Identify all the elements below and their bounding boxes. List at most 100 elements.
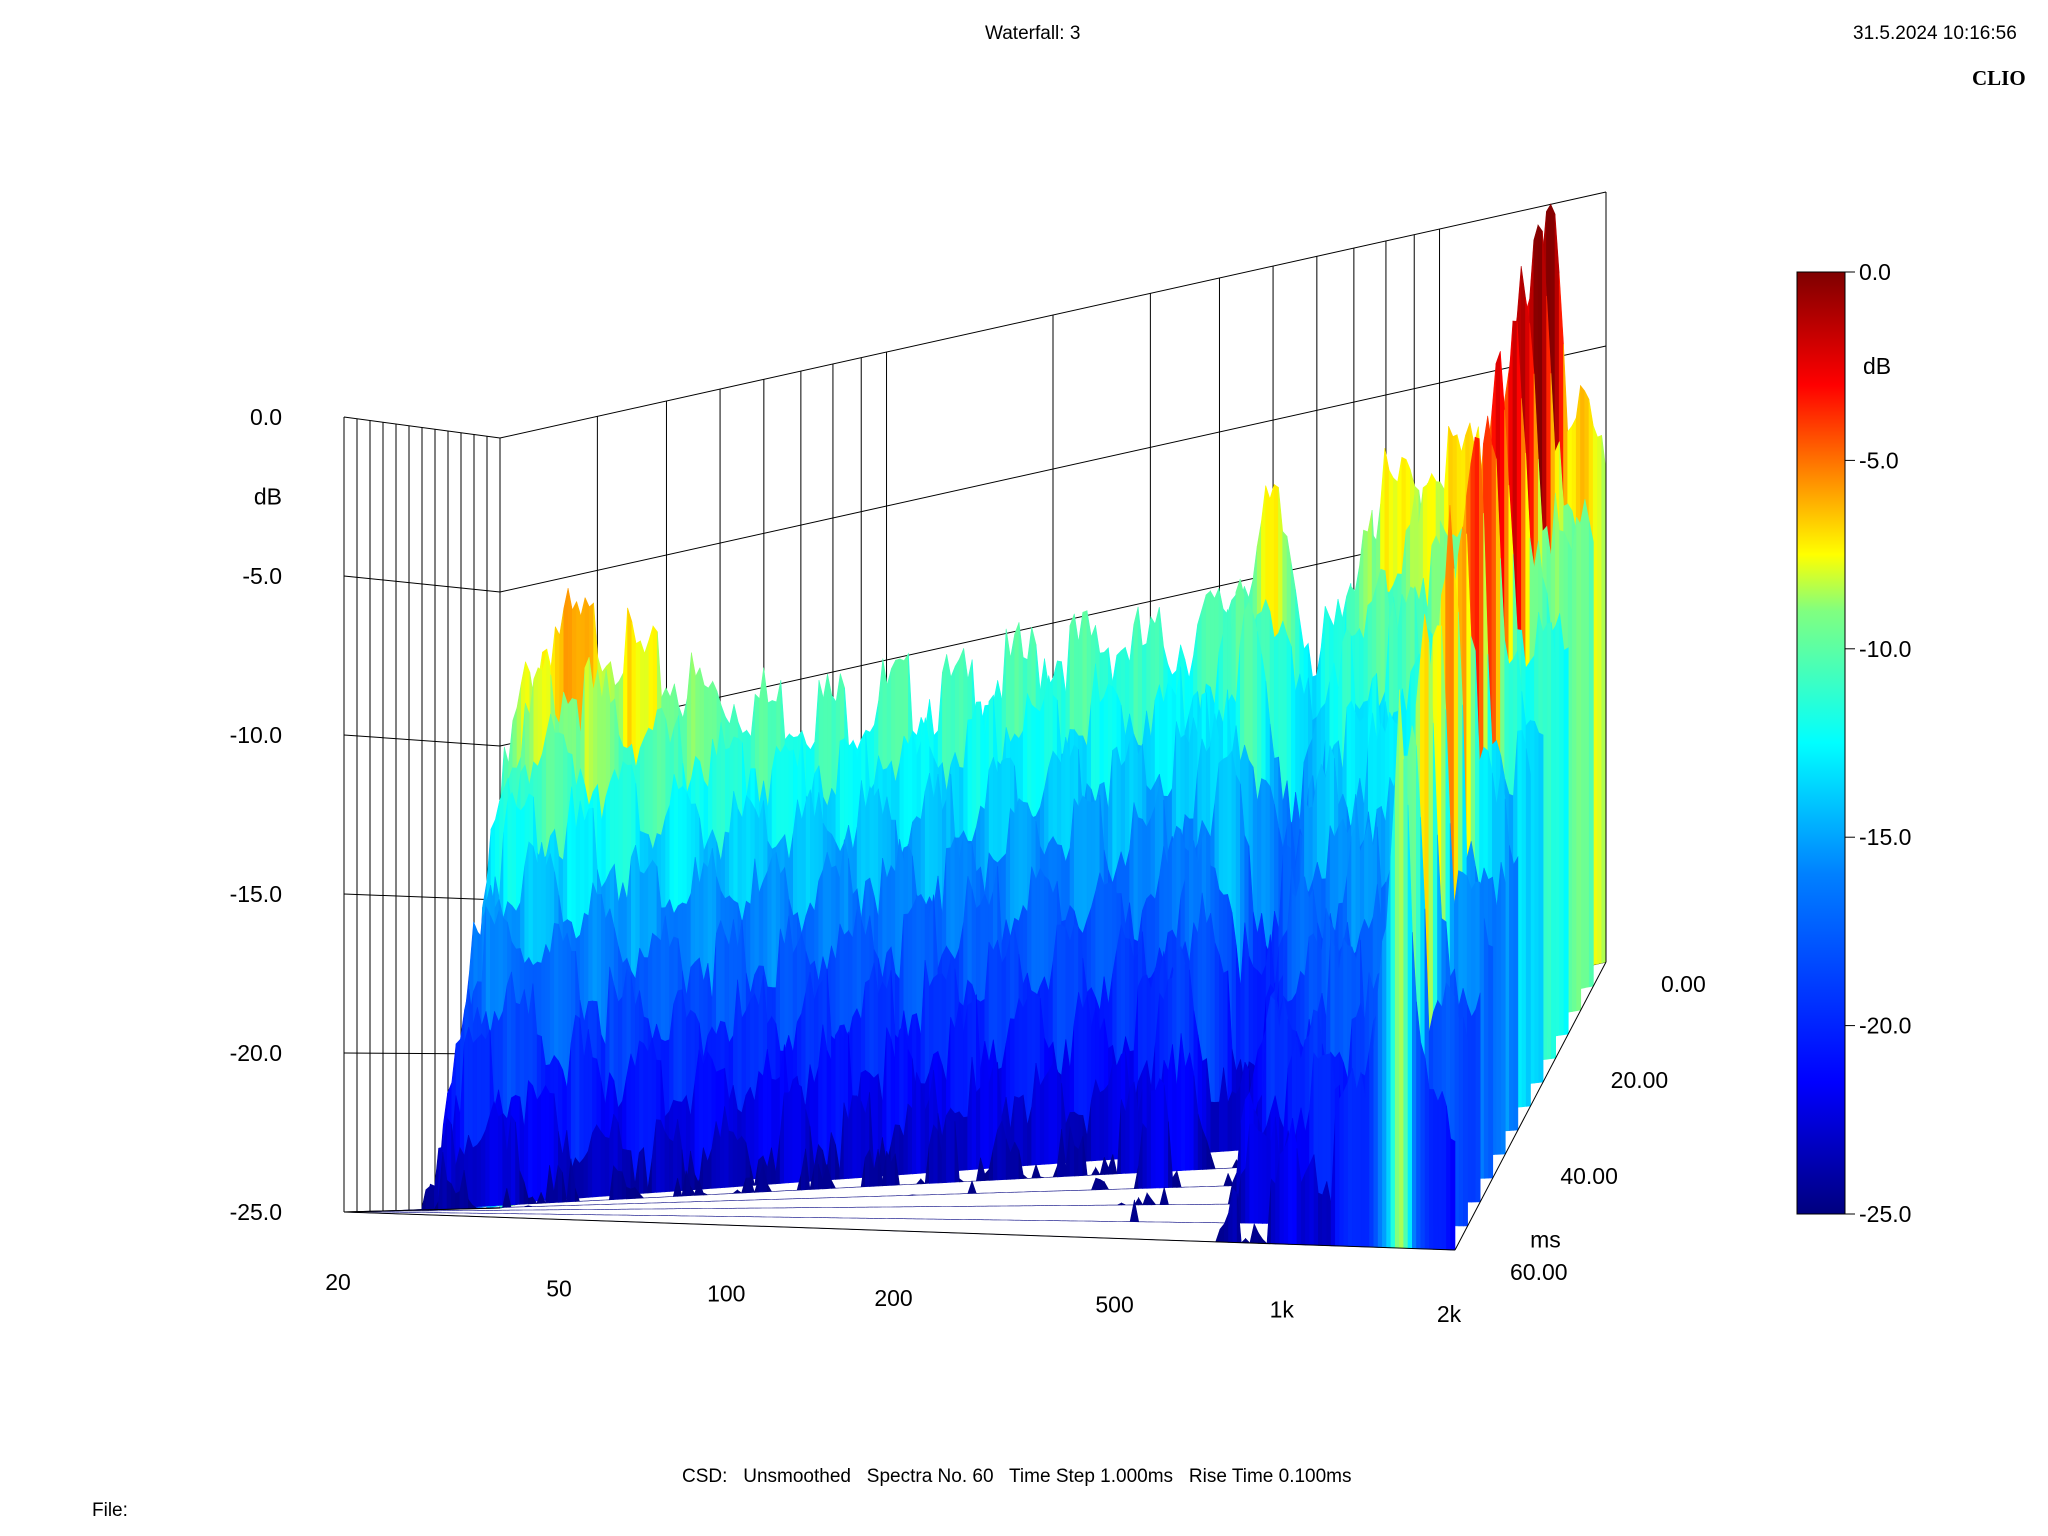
slice-40-segment-164 [1095,1166,1101,1176]
slice-45-segment-124 [911,1194,917,1196]
slice-45-segment-137 [967,1180,973,1194]
slice-45-segment-197 [1223,1173,1229,1187]
slice-45-segment-185 [1172,1169,1178,1188]
slice-40-segment-57 [638,1192,645,1199]
slice-60-segment-255 [1433,1089,1439,1250]
slice-50-segment-175 [1117,1202,1122,1206]
file-label: File: [92,1500,128,1521]
slice-35-segment-54 [638,1146,644,1194]
y-axis-unit: dB [254,484,282,510]
slice-45-segment-29 [506,1188,512,1208]
slice-40-segment-42 [574,1188,580,1202]
slice-55-segment-211 [1258,1130,1263,1224]
slice-60-segment-243 [1382,926,1387,1249]
slice-60-segment-234 [1343,1081,1349,1247]
slice-45-segment-168 [1099,1178,1105,1191]
slice-40-segment-51 [613,1165,619,1200]
slice-60-segment-235 [1347,1068,1353,1247]
slice-35-segment-129 [958,1110,964,1171]
slice-35-segment-117 [907,1103,913,1175]
waterfall-surface [343,203,1607,1251]
slice-60-segment-253 [1424,1058,1430,1250]
slice-45-segment-15 [446,1179,452,1210]
slice-60-segment-251 [1416,1001,1422,1250]
slice-60-segment-228 [1318,1192,1323,1246]
z-tick-label-1: 20.00 [1611,1067,1669,1093]
slice-40-segment-130 [950,1120,956,1183]
chart-title: Waterfall: 3 [985,23,1081,44]
slice-35-segment-59 [660,1119,666,1193]
slice-0-segment-258 [1597,434,1602,965]
y-tick-label-4: -20.0 [230,1040,282,1066]
z-tick-label-3: 60.00 [1510,1259,1568,1285]
floor-right-edge [1454,961,1607,1251]
slice-15-segment-259 [1563,647,1569,1036]
x-tick-label-3: 200 [874,1285,912,1311]
slice-45-segment-181 [1155,1078,1161,1189]
slice-60-segment-220 [1283,1138,1289,1245]
slice-20-segment-259 [1551,622,1556,1059]
slice-35-segment-43 [592,1124,598,1198]
slice-40-segment-191 [1210,1154,1216,1170]
colorbar-label-5: -25.0 [1859,1201,1911,1227]
slice-35-segment-119 [916,1072,922,1174]
slice-55-segment-257 [1454,997,1460,1227]
slice-50-segment-176 [1121,1202,1126,1206]
slice-55-segment-181 [1129,1199,1135,1223]
slice-40-segment-52 [617,1170,623,1200]
slice-35-segment-161 [1095,1079,1101,1161]
slice-40-segment-141 [997,1120,1003,1181]
slice-55-segment-210 [1253,1123,1259,1224]
slice-40-segment-87 [766,1182,773,1193]
slice-45-segment-138 [971,1180,977,1194]
slice-60-segment-237 [1356,1072,1362,1248]
slice-35-segment-41 [583,1150,589,1199]
slice-45-segment-180 [1151,1090,1156,1189]
slice-35-segment-75 [728,1130,734,1188]
axis-frame [343,192,1607,1251]
slice-35-segment-163 [1103,1083,1109,1161]
slice-60-segment-204 [1215,1229,1221,1243]
slice-60-segment-240 [1369,1046,1375,1248]
slice-40-segment-126 [933,1124,939,1184]
slice-40-segment-163 [1090,1166,1096,1176]
csd-settings-info: CSD: Unsmoothed Spectra No. 60 Time Step… [682,1466,1352,1487]
slice-60-segment-238 [1360,1072,1366,1248]
slice-35-segment-188 [1210,1101,1216,1153]
slice-55-segment-209 [1249,1123,1255,1224]
slice-35-segment-29 [532,1085,538,1202]
slice-60-segment-242 [1377,941,1383,1248]
x-tick-label-2: 100 [707,1280,745,1306]
brand-logo: CLIO [1972,66,2026,90]
slice-40-segment-132 [958,1177,965,1183]
slice-35-segment-104 [852,1095,858,1179]
slice-40-segment-159 [1074,1145,1079,1177]
slice-25-segment-257 [1530,720,1535,1084]
slice-60-segment-210 [1240,1237,1246,1244]
slice-15-segment-258 [1559,613,1565,1036]
slice-60-segment-208 [1232,1187,1238,1243]
slice-40-segment-123 [920,1178,926,1185]
slice-35-segment-162 [1099,1089,1105,1161]
slice-40-segment-259 [1500,862,1506,1155]
slice-35-segment-77 [737,1135,743,1187]
slice-30-segment-109 [886,1027,892,1167]
slice-50-segment-259 [1475,992,1481,1203]
slice-45-segment-198 [1227,1173,1233,1187]
slice-40-segment-38 [557,1164,563,1203]
colorbar-label-2: -10.0 [1859,636,1911,662]
slice-35-segment-28 [528,1079,534,1203]
slice-0-segment-257 [1592,425,1598,966]
slice-40-segment-72 [702,1192,708,1196]
slice-5-segment-259 [1588,521,1594,988]
slice-40-segment-151 [1040,1176,1045,1179]
slice-45-segment-33 [523,1205,529,1208]
slice-35-segment-60 [664,1130,670,1193]
slice-40-segment-82 [745,1177,751,1194]
slice-40-segment-170 [1121,1099,1126,1174]
slice-45-segment-169 [1104,1180,1110,1190]
slice-60-segment-233 [1339,1090,1345,1247]
x-tick-label-4: 500 [1095,1292,1133,1318]
colorbar-label-4: -20.0 [1859,1013,1911,1039]
